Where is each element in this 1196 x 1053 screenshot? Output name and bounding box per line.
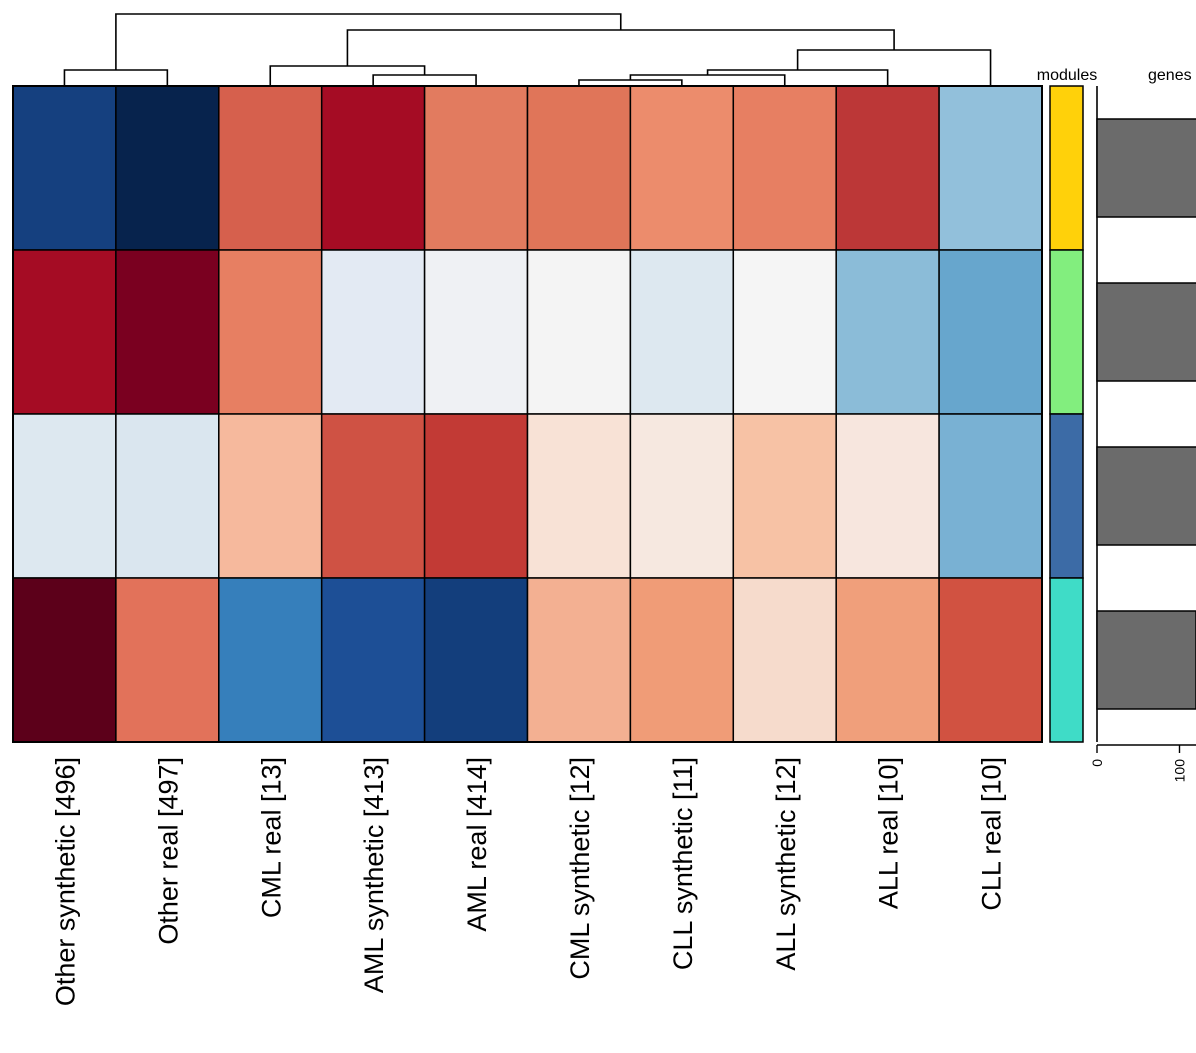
heatmap-cell (12, 413, 117, 579)
heatmap-cell (732, 577, 837, 743)
module-color-bar (1049, 85, 1084, 743)
heatmap-cell (423, 413, 529, 579)
column-label: ALL real [10] (874, 757, 904, 909)
heatmap-cell (835, 577, 940, 743)
heatmap-cell (526, 85, 632, 251)
heatmap-cell (526, 577, 632, 743)
heatmap-cell (423, 85, 529, 251)
column-label: Other synthetic [496] (50, 757, 80, 1006)
dendrogram-branch (115, 13, 622, 70)
heatmap-cell (320, 577, 426, 743)
heatmap-cell (218, 413, 323, 579)
dendrogram-branch (796, 49, 992, 86)
heatmap-cell (835, 413, 940, 579)
heatmap-cell (835, 85, 940, 251)
heatmap-cell (938, 577, 1043, 743)
module-cell (1049, 413, 1084, 579)
column-label: CML synthetic [12] (565, 757, 595, 980)
heatmap-cell (938, 249, 1043, 415)
column-label: CLL real [10] (977, 757, 1007, 911)
dendrogram-branch (63, 69, 169, 86)
heatmap-cell (12, 85, 117, 251)
heatmap-cell (423, 249, 529, 415)
heatmap-cell (115, 577, 220, 743)
heatmap-cell (629, 249, 735, 415)
dendrogram-branch (269, 65, 426, 86)
heatmap-cell (218, 577, 323, 743)
heatmap-cell (115, 85, 220, 251)
heatmap-cell (115, 413, 220, 579)
genes-bar (1096, 610, 1196, 710)
dendrogram-branch (706, 69, 889, 86)
heatmap-cell (629, 413, 735, 579)
heatmap-cell (320, 85, 426, 251)
heatmap-cell (526, 413, 632, 579)
heatmap-cell (629, 577, 735, 743)
module-cell (1049, 249, 1084, 415)
heatmap-cell (320, 249, 426, 415)
genes-bar (1096, 282, 1196, 382)
heatmap-cell (938, 85, 1043, 251)
dendrogram-branch (346, 29, 895, 66)
heatmap-cell (732, 413, 837, 579)
heatmap-cell (835, 249, 940, 415)
heatmap-cell (115, 249, 220, 415)
column-dendrogram (63, 13, 992, 86)
genes-tick-label: 100 (1172, 759, 1188, 783)
genes-x-axis: 0100200 (1089, 744, 1196, 783)
column-label: Other real [497] (153, 757, 183, 945)
heatmap-cell (526, 249, 632, 415)
heatmap-cells (12, 85, 1043, 743)
genes-tick-label: 0 (1089, 759, 1105, 767)
genes-bar (1096, 118, 1196, 218)
heatmap-cell (218, 249, 323, 415)
heatmap-cell (320, 413, 426, 579)
heatmap-cell (732, 85, 837, 251)
column-label: AML synthetic [413] (359, 757, 389, 993)
heatmap-cell (12, 577, 117, 743)
column-label: CML real [13] (256, 757, 286, 918)
module-cell (1049, 577, 1084, 743)
heatmap-cell (938, 413, 1043, 579)
dendrogram-branch (372, 74, 477, 86)
heatmap-border (12, 85, 1043, 743)
column-label: CLL synthetic [11] (668, 757, 698, 970)
heatmap-cell (629, 85, 735, 251)
heatmap-cell (423, 577, 529, 743)
column-label: ALL synthetic [12] (771, 757, 801, 971)
genes-bar (1096, 446, 1196, 546)
genes-header: genes (1148, 67, 1192, 84)
heatmap-cell (12, 249, 117, 415)
module-cell (1049, 85, 1084, 251)
modules-header: modules (1037, 67, 1097, 84)
heatmap-cell (218, 85, 323, 251)
heatmap-cell (732, 249, 837, 415)
genes-barplot (1096, 86, 1196, 742)
column-labels: Other synthetic [496] Other real [497] CML… (50, 757, 1006, 1006)
column-label: AML real [414] (462, 757, 492, 932)
